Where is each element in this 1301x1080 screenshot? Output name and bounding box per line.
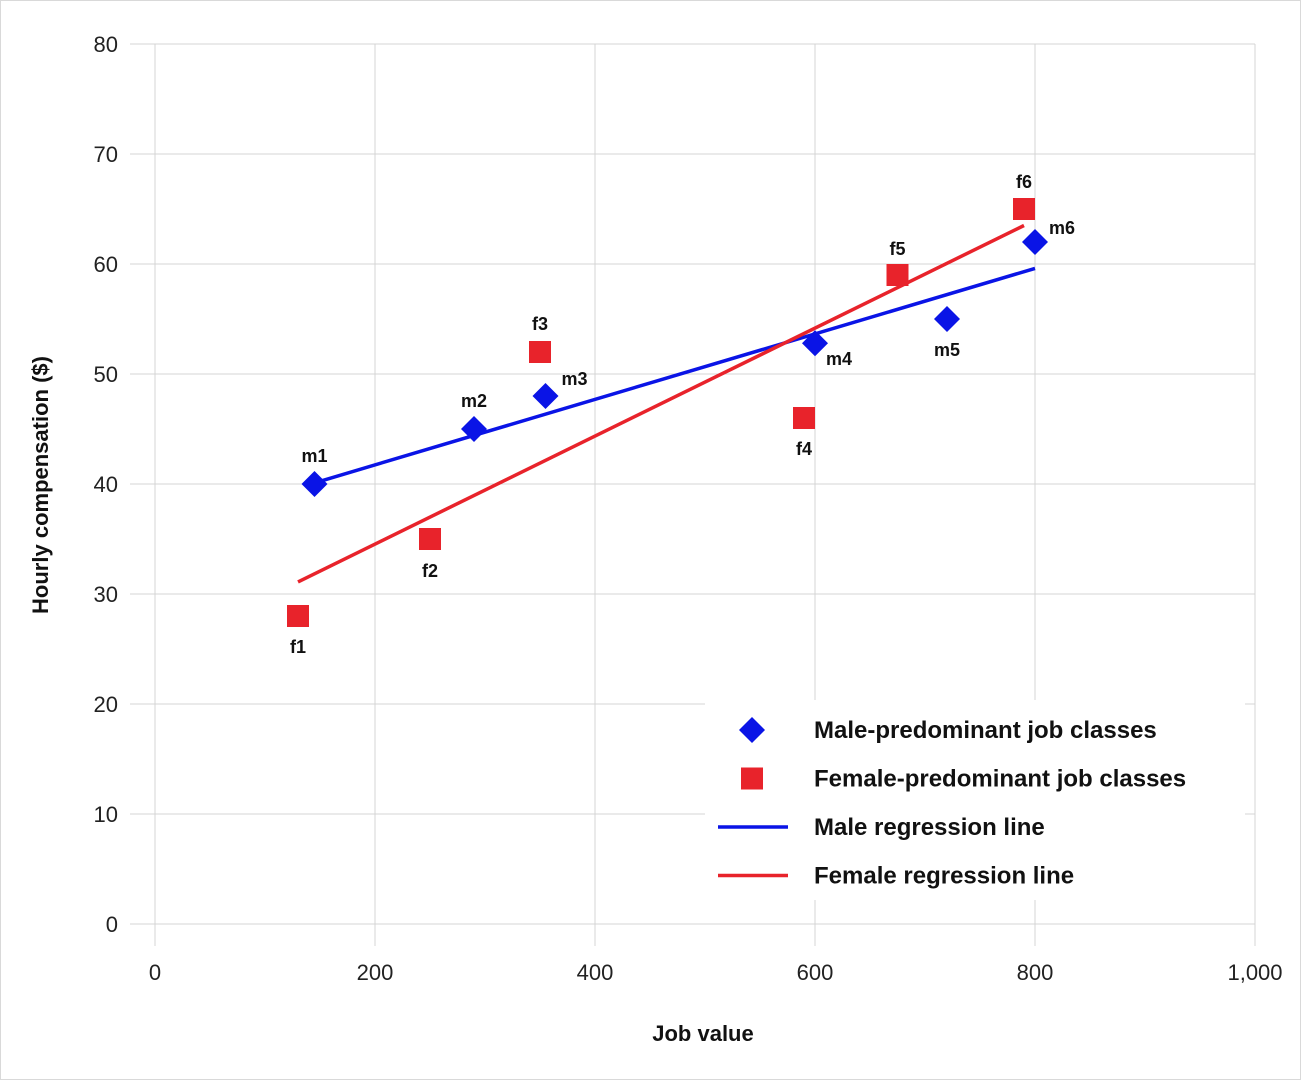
legend-box: [705, 700, 1245, 900]
legend-label: Female-predominant job classes: [814, 766, 1186, 793]
legend-marker-female: [741, 767, 763, 790]
x-tick-label: 400: [577, 960, 614, 985]
female-regression-line: [297, 223, 1025, 584]
point-label-f1: f1: [290, 637, 306, 657]
x-axis-ticks: 0 200 400 600 800 1,000: [149, 960, 1283, 985]
y-tick-label: 80: [94, 32, 118, 57]
point-f3: [529, 341, 551, 363]
point-f2: [419, 528, 441, 550]
y-tick-label: 70: [94, 142, 118, 167]
y-tick-label: 60: [94, 252, 118, 277]
x-tick-label: 200: [357, 960, 394, 985]
x-tick-label: 1,000: [1227, 960, 1282, 985]
x-axis-title: Job value: [652, 1021, 753, 1046]
point-label-f5: f5: [889, 239, 905, 259]
x-tick-label: 600: [797, 960, 834, 985]
data-points: m1 m2 m3 m4 m5 m6 f1 f2 f3 f4 f5 f6: [287, 172, 1075, 657]
point-m6: [1022, 229, 1048, 255]
y-axis-ticks: 0 10 20 30 40 50 60 70 80: [94, 32, 118, 937]
y-tick-label: 40: [94, 472, 118, 497]
y-tick-label: 50: [94, 362, 118, 387]
point-f5: [886, 264, 909, 286]
regression-lines: [297, 223, 1036, 584]
point-label-m3: m3: [561, 369, 587, 389]
y-tick-label: 0: [106, 912, 118, 937]
legend-label: Male-predominant job classes: [814, 717, 1157, 744]
point-m4: [802, 330, 828, 357]
y-tick-label: 30: [94, 582, 118, 607]
point-label-m4: m4: [826, 349, 852, 369]
point-m3: [532, 383, 559, 409]
x-tick-label: 0: [149, 960, 161, 985]
y-tick-label: 10: [94, 802, 118, 827]
legend: Male-predominant job classes Female-predo…: [705, 700, 1245, 900]
point-label-f4: f4: [796, 439, 812, 459]
male-regression-line: [314, 266, 1036, 485]
point-label-m2: m2: [461, 391, 487, 411]
point-f4: [793, 407, 815, 429]
point-f1: [287, 605, 309, 627]
point-label-m6: m6: [1049, 218, 1075, 238]
point-m1: [301, 471, 328, 497]
point-label-f3: f3: [532, 314, 548, 334]
y-tick-label: 20: [94, 692, 118, 717]
point-label-f6: f6: [1016, 172, 1032, 192]
point-label-m5: m5: [934, 340, 960, 360]
y-axis-title: Hourly compensation ($): [28, 356, 53, 614]
point-f6: [1013, 198, 1035, 220]
legend-marker-male: [739, 717, 765, 743]
point-label-m1: m1: [301, 446, 327, 466]
legend-label: Male regression line: [814, 814, 1045, 841]
x-tick-label: 800: [1017, 960, 1054, 985]
legend-label: Female regression line: [814, 863, 1074, 890]
point-m2: [461, 416, 487, 442]
grid-lines: [130, 43, 1256, 946]
point-m5: [934, 306, 960, 332]
point-label-f2: f2: [422, 561, 438, 581]
